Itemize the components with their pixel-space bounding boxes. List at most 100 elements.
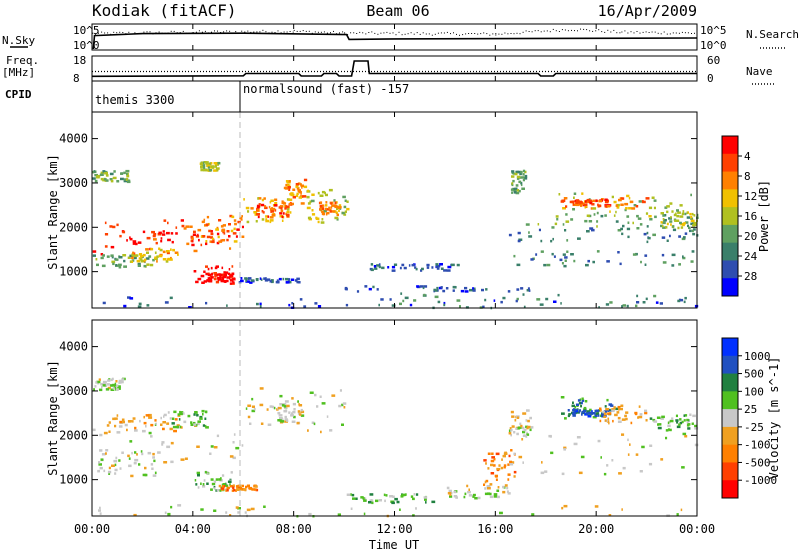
- velocity-cell: [613, 406, 616, 409]
- power-cell: [256, 302, 259, 306]
- nsearch-point: [182, 30, 184, 32]
- power-cell: [660, 221, 663, 224]
- power-cell: [92, 170, 95, 174]
- velocity-cell: [297, 410, 301, 413]
- velocity-cell: [391, 501, 395, 505]
- power-cell: [278, 277, 282, 281]
- velocity-cell: [602, 410, 605, 414]
- power-cell: [473, 287, 476, 290]
- power-cell: [431, 266, 434, 269]
- nsearch-point: [179, 32, 181, 34]
- power-cell: [577, 237, 581, 240]
- power-cell: [142, 230, 146, 234]
- velocity-cell: [648, 462, 653, 466]
- velocity-cell: [116, 388, 119, 391]
- power-cell: [226, 230, 230, 233]
- velocity-cell: [575, 411, 580, 414]
- power-cell: [104, 245, 108, 248]
- power-cell: [676, 209, 679, 212]
- power-cell: [145, 248, 149, 251]
- velocity-cell: [634, 411, 638, 415]
- power-cell: [522, 293, 525, 296]
- power-cell: [146, 236, 151, 240]
- velocity-cell: [194, 479, 197, 482]
- velocity-cell: [269, 405, 273, 408]
- nsearch-point: [495, 33, 497, 35]
- velocity-cell: [679, 418, 682, 421]
- freq-tick-bottom: 8: [73, 72, 80, 85]
- power-cell: [227, 272, 231, 276]
- velocity-cell: [606, 420, 610, 423]
- power-cell: [217, 235, 220, 239]
- velocity-cell: [530, 426, 534, 429]
- nsearch-point: [648, 32, 650, 33]
- velocity-cell: [493, 464, 496, 467]
- power-cell: [690, 193, 692, 197]
- power-cell: [135, 242, 138, 246]
- power-cell: [307, 189, 309, 193]
- velocity-cell: [563, 448, 566, 451]
- power-cell: [678, 235, 681, 238]
- velocity-cell: [195, 483, 198, 486]
- velocity-cell: [385, 494, 388, 497]
- power-cell: [635, 304, 638, 308]
- power-data-group: [92, 112, 699, 310]
- power-cell: [690, 222, 695, 226]
- power-cell: [271, 213, 276, 217]
- velocity-cell: [608, 421, 610, 425]
- velocity-cell: [180, 426, 183, 429]
- power-cell: [246, 220, 250, 224]
- power-cell: [618, 198, 622, 202]
- velocity-cell: [200, 508, 204, 511]
- power-cell: [158, 231, 162, 235]
- power-cell: [263, 197, 266, 200]
- velocity-cell: [669, 428, 672, 432]
- velocity-cell: [384, 499, 386, 503]
- power-cell: [673, 213, 677, 217]
- power-cell: [216, 168, 219, 171]
- power-cell: [646, 231, 649, 235]
- velocity-cell: [201, 409, 205, 413]
- velocity-colorbar-frame: [721, 337, 739, 499]
- power-cell: [336, 218, 339, 221]
- power-cell: [166, 250, 170, 253]
- velocity-cell: [637, 416, 640, 419]
- power-cell: [230, 229, 234, 233]
- velocity-cell: [241, 484, 244, 488]
- power-cell: [233, 227, 236, 231]
- power-cell: [205, 240, 208, 243]
- power-cell: [191, 239, 194, 243]
- power-cell: [325, 213, 328, 216]
- velocity-cell: [510, 429, 513, 432]
- nsearch-point: [450, 33, 451, 35]
- power-cell: [210, 236, 213, 239]
- power-cell: [520, 181, 523, 185]
- velocity-cell: [128, 420, 131, 423]
- power-cell: [671, 210, 674, 213]
- power-cell: [221, 229, 226, 232]
- power-cell: [310, 199, 315, 203]
- power-cell: [555, 215, 559, 218]
- power-cell: [380, 298, 384, 301]
- velocity-cell: [254, 485, 258, 488]
- velocity-cell: [622, 466, 626, 470]
- velocity-cell: [150, 463, 154, 466]
- nsearch-point: [446, 31, 448, 33]
- nsearch-point: [498, 33, 500, 35]
- velocity-cell: [484, 480, 487, 484]
- power-cell: [209, 169, 213, 172]
- power-cell: [439, 263, 443, 266]
- power-cell: [560, 302, 562, 305]
- velocity-cell: [687, 427, 691, 430]
- velocity-cell: [489, 495, 494, 499]
- power-cell: [338, 204, 342, 207]
- velocity-ytick-label: 2000: [59, 428, 88, 442]
- power-cell: [592, 207, 597, 210]
- power-cell: [344, 199, 347, 202]
- power-cell: [205, 223, 209, 226]
- velocity-cell: [684, 414, 688, 417]
- velocity-ytick-label: 4000: [59, 340, 88, 354]
- velocity-cell: [526, 431, 528, 435]
- velocity-cell: [235, 485, 239, 488]
- velocity-cell: [296, 421, 300, 425]
